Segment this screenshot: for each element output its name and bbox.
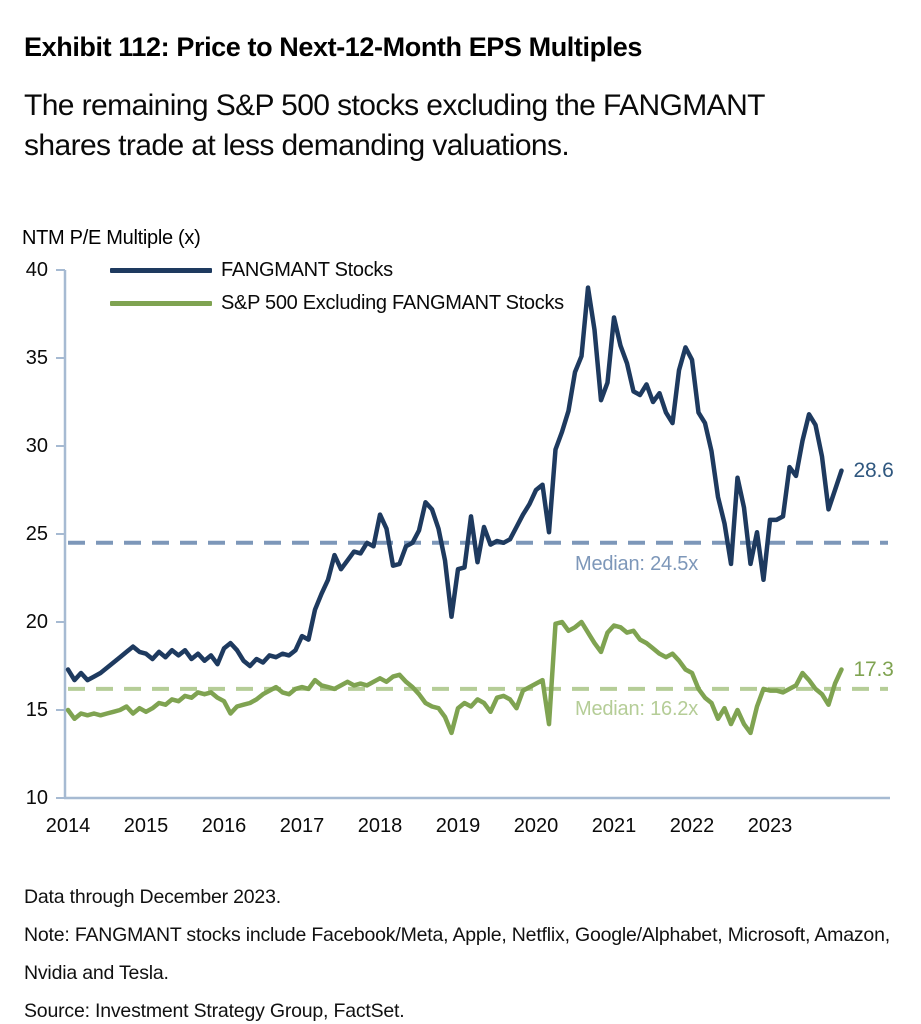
legend-swatch-sp500ex: [110, 300, 212, 306]
x-tick-label: 2023: [747, 815, 793, 837]
x-tick-label: 2016: [201, 815, 247, 837]
x-tick-label: 2018: [357, 815, 403, 837]
x-tick-label: 2015: [123, 815, 169, 837]
x-tick-label: 2014: [45, 815, 91, 837]
legend-label-sp500ex: S&P 500 Excluding FANGMANT Stocks: [221, 291, 564, 314]
footnotes: Data through December 2023. Note: FANGMA…: [24, 878, 908, 1024]
median-lines-layer: [68, 540, 888, 691]
series-line-sp500ex: [65, 619, 844, 736]
legend-item-fangmant: FANGMANT Stocks: [110, 258, 564, 282]
y-tick-label: 30: [25, 435, 48, 457]
legend: FANGMANT Stocks S&P 500 Excluding FANGMA…: [110, 258, 564, 324]
footnote-note: Note: FANGMANT stocks include Facebook/M…: [24, 924, 890, 984]
x-tick-label: 2021: [591, 815, 637, 837]
legend-swatch-fangmant: [110, 267, 212, 273]
x-tick-label: 2017: [279, 815, 325, 837]
chart-title: Exhibit 112: Price to Next-12-Month EPS …: [24, 32, 643, 63]
y-tick-label: 10: [25, 787, 48, 809]
y-tick-label: 20: [25, 611, 48, 633]
median-label-sp500ex: Median: 16.2x: [575, 697, 699, 720]
y-axis-title: NTM P/E Multiple (x): [22, 227, 201, 249]
legend-label-fangmant: FANGMANT Stocks: [221, 258, 393, 281]
axes-layer: [56, 269, 890, 800]
y-tick-label: 25: [25, 523, 48, 545]
series-line-fangmant: [65, 285, 844, 683]
y-tick-label: 15: [25, 699, 48, 721]
chart-subtitle: The remaining S&P 500 stocks excluding t…: [24, 89, 765, 162]
end-value-label-sp500ex: 17.3: [853, 657, 894, 681]
footnote-data-through: Data through December 2023.: [24, 886, 281, 908]
series-lines-layer: [65, 285, 844, 736]
x-tick-label: 2022: [669, 815, 715, 837]
median-label-fangmant: Median: 24.5x: [575, 552, 699, 575]
y-tick-label: 40: [25, 259, 48, 281]
legend-item-sp500ex: S&P 500 Excluding FANGMANT Stocks: [110, 291, 564, 315]
x-tick-label: 2019: [435, 815, 481, 837]
footnote-source: Source: Investment Strategy Group, FactS…: [24, 1000, 405, 1022]
end-value-label-fangmant: 28.6: [853, 458, 894, 482]
x-tick-label: 2020: [513, 815, 559, 837]
y-tick-label: 35: [25, 347, 48, 369]
